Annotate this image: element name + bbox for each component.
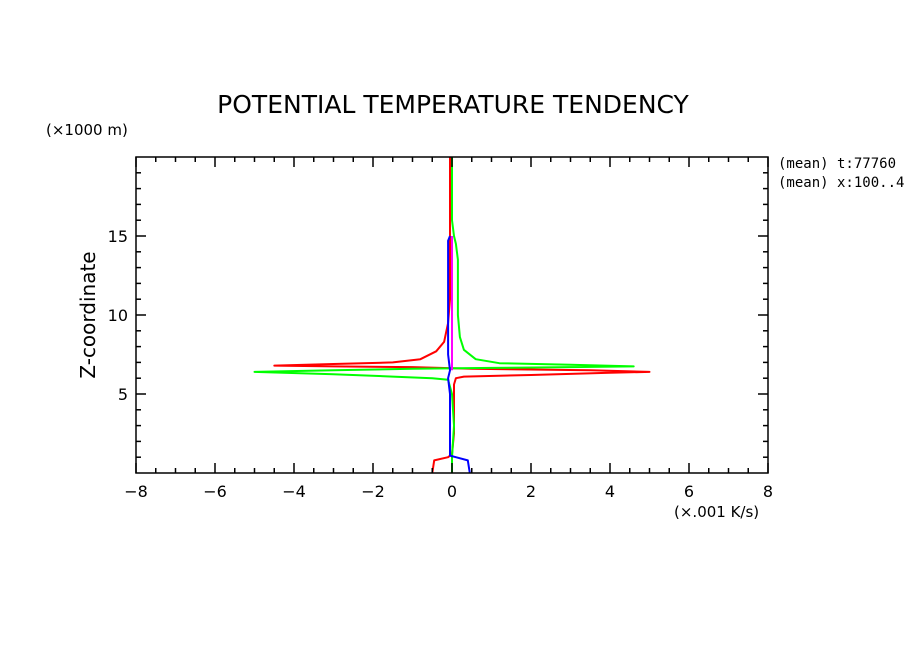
y-axis-label: Z-coordinate [76, 251, 100, 378]
series-line-2 [253, 157, 635, 473]
x-tick-label: −2 [361, 482, 385, 501]
x-tick-label: −4 [282, 482, 306, 501]
plot-frame [135, 156, 769, 474]
x-tick-label: −6 [203, 482, 227, 501]
x-tick-label: 0 [447, 482, 457, 501]
x-tick-label: 4 [605, 482, 615, 501]
chart-title: POTENTIAL TEMPERATURE TENDENCY [217, 90, 689, 119]
y-tick-label: 15 [108, 227, 128, 246]
x-unit-label: (×.001 K/s) [674, 503, 759, 521]
x-tick-label: 8 [763, 482, 773, 501]
series-layer [253, 157, 651, 474]
series-line-3 [447, 235, 471, 474]
tick-layer: −8 −6 −4 −2 0 2 4 6 8 5 10 15 [108, 157, 773, 501]
x-tick-label: 2 [526, 482, 536, 501]
annotation-time-mean: (mean) t:77760 [778, 156, 896, 172]
annotation-x-mean: (mean) x:100..4 [778, 175, 904, 191]
x-tick-label: 6 [684, 482, 694, 501]
series-line-1 [273, 157, 651, 474]
y-tick-label: 10 [108, 306, 128, 325]
y-unit-label: (×1000 m) [46, 121, 128, 139]
x-tick-label: −8 [124, 482, 148, 501]
y-tick-label: 5 [118, 385, 128, 404]
